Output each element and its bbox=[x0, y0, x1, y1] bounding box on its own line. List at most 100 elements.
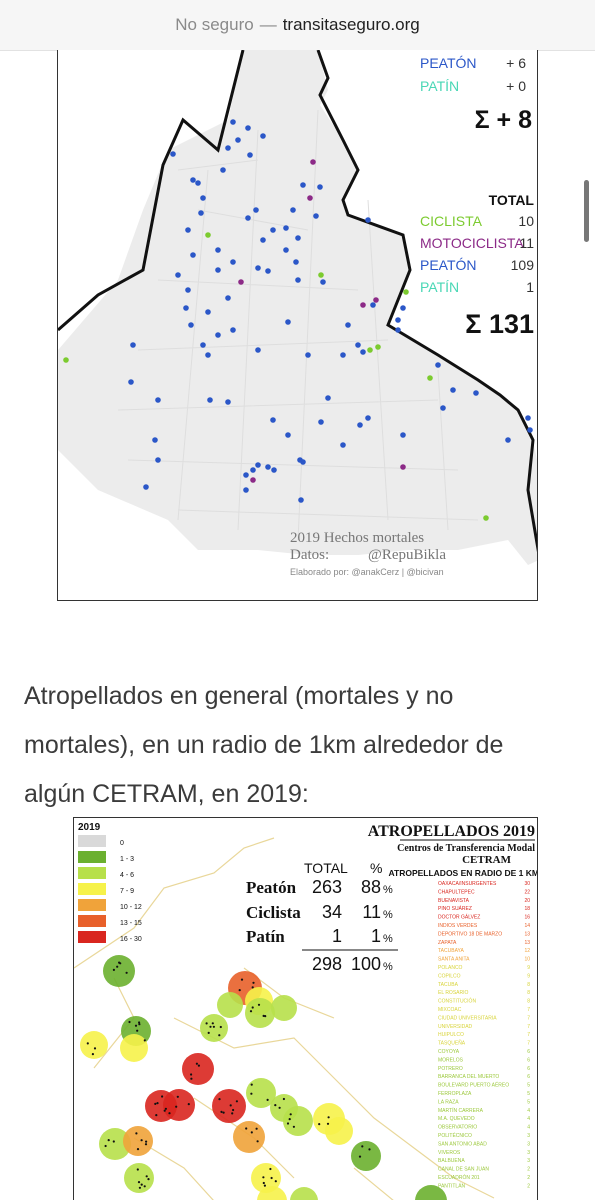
incident-dot bbox=[138, 1021, 141, 1024]
row-ciclista-total: 34 bbox=[322, 902, 342, 922]
incident-dot bbox=[207, 1031, 210, 1034]
table-header-total: TOTAL bbox=[304, 860, 348, 876]
address-bar[interactable]: No seguro — transitaseguro.org bbox=[0, 0, 595, 51]
incident-dot bbox=[250, 1131, 253, 1134]
incident-dot bbox=[143, 484, 149, 490]
scrollbar-thumb[interactable] bbox=[584, 180, 589, 242]
incident-dot bbox=[255, 347, 261, 353]
station-name: DEPORTIVO 18 DE MARZO bbox=[438, 931, 502, 937]
station-name: POTRERO bbox=[438, 1066, 463, 1072]
total-sum: Σ 131 bbox=[465, 309, 534, 339]
incident-dot bbox=[360, 302, 366, 308]
incident-dot bbox=[231, 1112, 234, 1115]
station-value: 3 bbox=[527, 1133, 530, 1139]
incident-dot bbox=[318, 272, 324, 278]
station-name: CANAL DE SAN JUAN bbox=[438, 1167, 489, 1173]
incident-dot bbox=[256, 1140, 259, 1143]
legend-year: 2019 bbox=[78, 822, 101, 833]
station-name: CHAPULTEPEC bbox=[438, 889, 475, 895]
station-value: 10 bbox=[524, 957, 530, 963]
station-name: BOULEVARD PUERTO AÉREO bbox=[438, 1082, 509, 1089]
incident-dot bbox=[188, 322, 194, 328]
incident-dot bbox=[218, 1098, 221, 1101]
incident-dot bbox=[270, 1176, 273, 1180]
incident-dot bbox=[375, 344, 381, 350]
legend-patin-value: 1 bbox=[526, 279, 534, 295]
incident-dot bbox=[235, 137, 241, 143]
incident-dot bbox=[136, 1168, 139, 1171]
station-value: 2 bbox=[527, 1175, 530, 1181]
station-value: 4 bbox=[527, 1116, 530, 1122]
station-value: 7 bbox=[527, 1007, 530, 1013]
incident-dot bbox=[326, 1122, 330, 1125]
station-value: 12 bbox=[524, 948, 530, 954]
incident-dot bbox=[251, 1006, 254, 1009]
row-ciclista-label: Ciclista bbox=[246, 903, 301, 922]
incident-dot bbox=[220, 1110, 223, 1113]
incident-dot bbox=[91, 1053, 94, 1056]
incident-dot bbox=[222, 1111, 225, 1114]
incident-dot bbox=[260, 133, 266, 139]
incident-dot bbox=[250, 467, 256, 473]
map1-credits: Elaborado por: @anakCerz | @bicivan bbox=[290, 567, 444, 577]
incident-dot bbox=[225, 295, 231, 301]
incident-dot bbox=[249, 1010, 253, 1013]
incident-dot bbox=[187, 1103, 190, 1106]
incident-dot bbox=[367, 347, 373, 353]
station-value: 30 bbox=[524, 881, 530, 887]
station-name: OAXACA/INSURGENTES bbox=[438, 881, 497, 887]
incident-dot bbox=[230, 327, 236, 333]
incident-dot bbox=[225, 399, 231, 405]
incident-dot bbox=[345, 322, 351, 328]
incident-dot bbox=[170, 151, 176, 157]
incident-dot bbox=[255, 1127, 258, 1130]
station-value: 3 bbox=[527, 1158, 530, 1164]
station-value: 9 bbox=[527, 973, 530, 979]
map1-title: 2019 Hechos mortales bbox=[290, 530, 424, 546]
security-label: No seguro bbox=[175, 15, 254, 34]
incident-dot bbox=[400, 305, 406, 311]
incident-dot bbox=[107, 1139, 110, 1142]
incident-dot bbox=[235, 1100, 238, 1103]
incident-dot bbox=[295, 235, 301, 241]
legend-range-label: 4 - 6 bbox=[120, 872, 134, 879]
incident-dot bbox=[140, 1183, 143, 1186]
incident-dot bbox=[197, 1064, 200, 1067]
station-name: COYOYA bbox=[438, 1049, 460, 1055]
station-name: TACUBAYA bbox=[438, 948, 465, 954]
incident-dot bbox=[269, 1167, 272, 1171]
station-name: POLITÉCNICO bbox=[438, 1132, 472, 1139]
incident-dot bbox=[145, 1140, 148, 1143]
partial-sum: Σ + 8 bbox=[475, 106, 532, 134]
incident-dot bbox=[286, 1122, 290, 1125]
incident-dot bbox=[209, 1025, 212, 1028]
station-name: EL ROSARIO bbox=[438, 990, 468, 996]
incident-dot bbox=[215, 267, 221, 273]
incident-dot bbox=[505, 437, 511, 443]
incident-dot bbox=[163, 1109, 166, 1112]
incident-dot bbox=[154, 1102, 157, 1105]
incident-dot bbox=[128, 379, 134, 385]
incident-dot bbox=[305, 352, 311, 358]
incident-dot bbox=[130, 342, 136, 348]
incident-dot bbox=[525, 415, 531, 421]
station-value: 22 bbox=[524, 889, 530, 895]
incident-dot bbox=[365, 415, 371, 421]
incident-dot bbox=[195, 180, 201, 186]
station-value: 20 bbox=[524, 898, 530, 904]
incident-dot bbox=[260, 237, 266, 243]
station-value: 3 bbox=[527, 1141, 530, 1147]
color-legend: 0 1 - 3 4 - 6 7 - 9 10 - 12 13 - 15 16 - 30 bbox=[78, 835, 142, 943]
legend-range-label: 1 - 3 bbox=[120, 856, 134, 863]
incident-dot bbox=[243, 472, 249, 478]
incident-dot bbox=[361, 1145, 364, 1148]
incident-dot bbox=[355, 342, 361, 348]
station-name: SAN ANTONIO ABAD bbox=[438, 1141, 487, 1147]
incident-dot bbox=[215, 247, 221, 253]
incident-dots bbox=[86, 961, 371, 1189]
incident-dot bbox=[262, 1014, 265, 1017]
incident-dot bbox=[155, 397, 161, 403]
incident-dot bbox=[340, 352, 346, 358]
